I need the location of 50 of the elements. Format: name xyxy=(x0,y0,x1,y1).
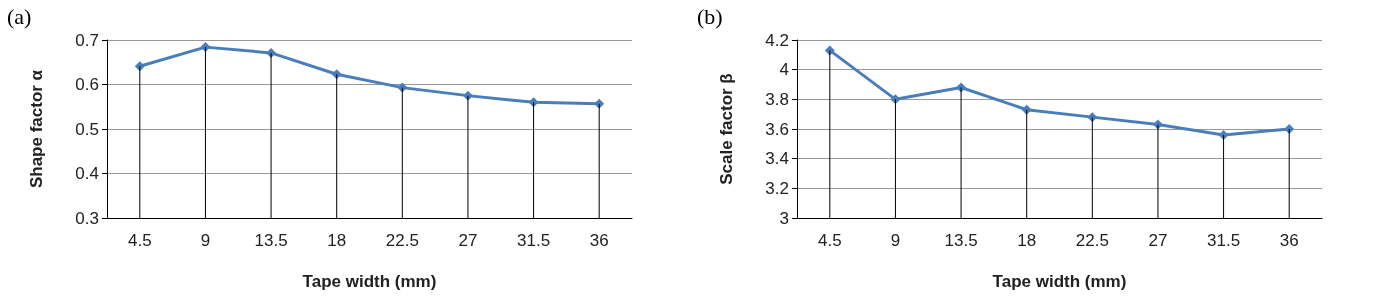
x-tick-label: 27 xyxy=(458,231,478,250)
y-tick-label: 0.4 xyxy=(75,164,99,183)
y-tick-label: 3.4 xyxy=(765,149,789,169)
y-tick-label: 3.6 xyxy=(765,119,789,139)
point xyxy=(890,94,901,105)
point xyxy=(1218,129,1229,140)
y-tick-label: 3.2 xyxy=(765,178,789,198)
point xyxy=(397,82,408,93)
y-tick-label: 0.5 xyxy=(75,119,99,139)
x-tick-label: 13.5 xyxy=(254,231,288,250)
x-tick-label: 9 xyxy=(890,231,901,250)
y-tick-label: 4 xyxy=(779,60,789,80)
point xyxy=(956,82,967,93)
x-tick-label: 22.5 xyxy=(385,231,419,250)
y-tick-label: 0.6 xyxy=(75,75,99,94)
x-tick-label: 13.5 xyxy=(944,231,978,250)
point xyxy=(1152,119,1163,130)
x-tick-label: 18 xyxy=(327,231,347,250)
point xyxy=(528,97,539,108)
point xyxy=(462,90,473,101)
x-axis-title: Tape width (mm) xyxy=(992,272,1127,291)
point xyxy=(1284,124,1295,134)
chart-title: (a) xyxy=(7,3,32,29)
point xyxy=(1021,104,1032,115)
point xyxy=(266,47,277,58)
chart-title: (b) xyxy=(697,3,723,29)
x-tick-label: 31.5 xyxy=(1207,231,1241,250)
x-tick-label: 4.5 xyxy=(127,231,152,250)
x-tick-label: 4.5 xyxy=(817,231,842,250)
y-tick-label: 0.7 xyxy=(75,30,99,50)
y-tick-label: 0.3 xyxy=(75,208,99,228)
x-tick-label: 22.5 xyxy=(1075,231,1109,250)
x-tick-label: 18 xyxy=(1017,231,1037,250)
x-tick-label: 36 xyxy=(589,231,609,250)
point xyxy=(331,69,342,80)
point xyxy=(134,61,145,72)
point xyxy=(1087,112,1098,123)
point xyxy=(824,45,835,56)
y-axis-title: Shape factor α xyxy=(27,69,46,189)
point xyxy=(200,42,211,53)
y-tick-label: 4.2 xyxy=(765,30,789,50)
y-axis-title: Scale factor β xyxy=(717,73,736,185)
x-axis-title: Tape width (mm) xyxy=(302,272,437,291)
y-tick-label: 3.8 xyxy=(765,89,789,109)
x-tick-label: 31.5 xyxy=(517,231,551,250)
point xyxy=(594,98,605,109)
x-tick-label: 36 xyxy=(1279,231,1299,250)
x-tick-label: 9 xyxy=(200,231,211,250)
x-tick-label: 27 xyxy=(1148,231,1168,250)
y-tick-label: 3 xyxy=(779,208,789,228)
